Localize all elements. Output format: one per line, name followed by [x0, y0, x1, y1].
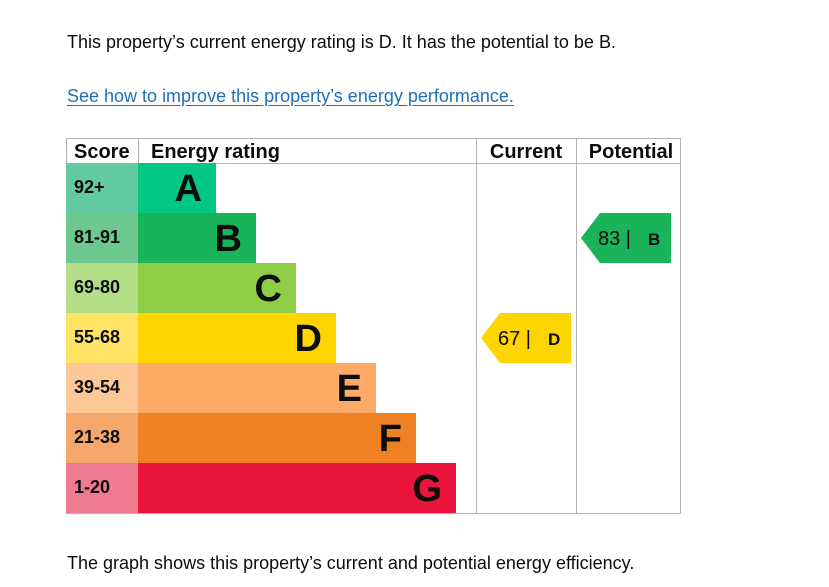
- score-range-b: 81-91: [74, 227, 120, 247]
- band-letter-e: E: [337, 368, 362, 410]
- score-cell-d: [66, 313, 138, 363]
- band-letter-d: D: [295, 318, 322, 360]
- band-bar-e: [138, 363, 376, 413]
- potential-rating-arrow: [581, 213, 671, 263]
- current-rating-letter: D: [548, 330, 560, 349]
- score-column-header: Score: [74, 141, 130, 163]
- potential-column-header: Potential: [589, 141, 673, 163]
- score-cell-e: [66, 363, 138, 413]
- score-range-c: 69-80: [74, 277, 120, 297]
- current-rating-arrow: [481, 313, 571, 363]
- potential-rating-letter: B: [648, 230, 660, 249]
- score-range-d: 55-68: [74, 327, 120, 347]
- current-column-header: Current: [490, 141, 563, 163]
- band-bar-a: [138, 163, 216, 213]
- energy-rating-column-header: Energy rating: [151, 141, 280, 163]
- band-bar-b: [138, 213, 256, 263]
- improve-energy-performance-link[interactable]: See how to improve this property’s energ…: [67, 86, 514, 106]
- band-letter-g: G: [412, 468, 442, 510]
- rating-bands: 92+ A 81-91 B 69-80 C 55-68 D 39-54 E 21-38 F 1-20 G: [66, 163, 456, 513]
- band-letter-b: B: [215, 218, 242, 260]
- rating-indicators: 67 | D 83 | B: [481, 213, 671, 363]
- band-bar-d: [138, 313, 336, 363]
- current-rating-summary: This property’s current energy rating is…: [67, 32, 616, 52]
- current-rating-value: 67 |: [498, 328, 531, 350]
- score-cell-g: [66, 463, 138, 513]
- score-cell-b: [66, 213, 138, 263]
- graph-explanation: The graph shows this property’s current …: [67, 553, 635, 573]
- band-bar-f: [138, 413, 416, 463]
- band-bar-g: [138, 463, 456, 513]
- band-letter-c: C: [255, 268, 282, 310]
- score-range-f: 21-38: [74, 427, 120, 447]
- score-cell-f: [66, 413, 138, 463]
- potential-rating-value: 83 |: [598, 228, 631, 250]
- score-cell-c: [66, 263, 138, 313]
- score-range-a: 92+: [74, 177, 105, 197]
- band-letter-f: F: [379, 418, 402, 460]
- score-range-g: 1-20: [74, 477, 110, 497]
- band-letter-a: A: [175, 168, 202, 210]
- score-cell-a: [66, 163, 138, 213]
- band-bar-c: [138, 263, 296, 313]
- score-range-e: 39-54: [74, 377, 120, 397]
